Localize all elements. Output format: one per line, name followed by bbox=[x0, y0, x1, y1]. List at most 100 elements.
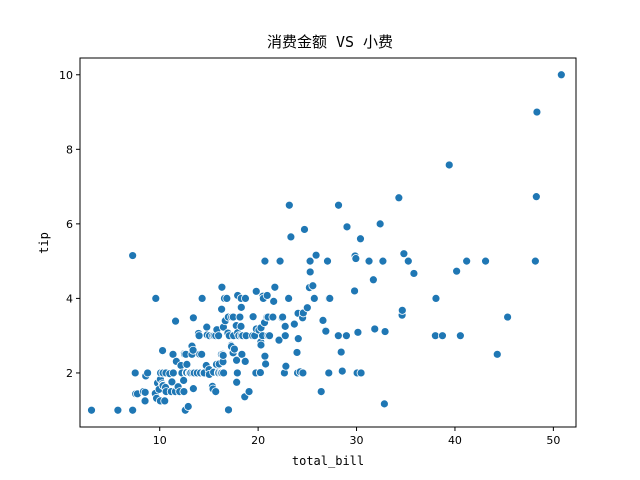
data-point bbox=[394, 193, 404, 203]
data-point bbox=[300, 225, 309, 234]
data-point bbox=[224, 405, 233, 415]
data-point bbox=[462, 256, 472, 266]
data-point bbox=[194, 331, 204, 341]
data-point bbox=[274, 335, 284, 345]
data-point bbox=[182, 359, 192, 369]
data-point bbox=[337, 366, 347, 376]
data-point bbox=[260, 351, 270, 361]
data-point bbox=[379, 399, 389, 409]
data-point bbox=[188, 313, 198, 323]
data-point bbox=[353, 327, 363, 337]
data-point bbox=[368, 275, 378, 285]
y-tick-label: 8 bbox=[66, 143, 73, 156]
y-tick-label: 4 bbox=[66, 292, 73, 305]
data-point bbox=[399, 249, 409, 259]
plot-area bbox=[79, 57, 577, 428]
data-point bbox=[531, 192, 541, 202]
data-point bbox=[452, 266, 462, 276]
data-point bbox=[217, 282, 227, 292]
data-point bbox=[318, 315, 328, 325]
data-point bbox=[168, 349, 178, 359]
data-point bbox=[217, 304, 227, 314]
data-point bbox=[409, 269, 419, 278]
data-point bbox=[284, 200, 294, 210]
data-point bbox=[244, 387, 254, 396]
y-tick-label: 10 bbox=[59, 69, 73, 82]
data-point bbox=[270, 282, 280, 292]
data-point bbox=[350, 286, 359, 296]
data-point bbox=[241, 294, 250, 303]
data-point bbox=[321, 326, 331, 336]
data-point bbox=[364, 256, 374, 266]
data-point bbox=[222, 294, 232, 303]
data-point bbox=[455, 331, 465, 341]
data-point bbox=[380, 327, 390, 336]
data-point bbox=[370, 324, 380, 334]
data-point bbox=[280, 321, 290, 331]
data-point bbox=[269, 296, 279, 306]
data-point bbox=[336, 347, 346, 357]
data-point bbox=[167, 377, 177, 387]
data-point bbox=[179, 376, 189, 385]
data-point bbox=[378, 256, 388, 266]
data-point bbox=[268, 312, 278, 322]
data-point bbox=[197, 349, 207, 359]
data-point bbox=[438, 331, 447, 341]
data-point bbox=[351, 254, 361, 263]
data-point bbox=[235, 312, 245, 322]
data-point bbox=[230, 344, 239, 354]
data-point bbox=[128, 251, 138, 260]
data-point bbox=[532, 107, 542, 117]
data-point bbox=[308, 281, 318, 291]
data-point bbox=[342, 222, 352, 232]
y-axis: 2 4 6 8 10 bbox=[59, 69, 80, 380]
data-point bbox=[171, 316, 180, 326]
data-point bbox=[265, 331, 274, 341]
data-point bbox=[256, 340, 266, 350]
data-point bbox=[323, 256, 332, 266]
points-layer bbox=[87, 70, 566, 415]
data-point bbox=[397, 305, 407, 315]
data-point bbox=[236, 302, 246, 312]
data-point bbox=[309, 294, 319, 303]
data-point bbox=[128, 405, 138, 415]
data-point bbox=[311, 250, 321, 260]
data-point bbox=[262, 291, 272, 300]
data-point bbox=[530, 256, 540, 266]
data-point bbox=[87, 405, 96, 415]
data-point bbox=[236, 321, 246, 331]
x-tick-label: 50 bbox=[546, 434, 560, 447]
data-point bbox=[492, 349, 502, 359]
data-point bbox=[280, 331, 290, 341]
data-point bbox=[275, 256, 285, 266]
data-point bbox=[293, 334, 303, 344]
data-point bbox=[158, 346, 167, 355]
axes-frame bbox=[79, 57, 577, 428]
data-point bbox=[183, 402, 193, 411]
data-point bbox=[151, 294, 161, 303]
data-point bbox=[143, 368, 153, 378]
data-point bbox=[556, 70, 566, 80]
y-tick-label: 6 bbox=[66, 218, 73, 231]
data-point bbox=[232, 368, 242, 378]
x-tick-label: 30 bbox=[350, 434, 364, 447]
data-point bbox=[179, 387, 189, 396]
data-point bbox=[168, 368, 178, 378]
data-point bbox=[197, 294, 207, 303]
data-point bbox=[188, 345, 198, 355]
x-tick-label: 20 bbox=[251, 434, 265, 447]
data-point bbox=[202, 322, 212, 332]
data-point bbox=[292, 348, 302, 357]
data-point bbox=[403, 256, 413, 266]
data-point bbox=[324, 368, 334, 378]
data-point bbox=[503, 312, 513, 322]
y-tick-label: 2 bbox=[66, 367, 73, 380]
data-point bbox=[232, 377, 242, 387]
x-axis: 10 20 30 40 50 bbox=[153, 427, 560, 447]
data-point bbox=[219, 368, 228, 378]
data-point bbox=[334, 200, 343, 210]
data-point bbox=[260, 256, 270, 266]
data-point bbox=[431, 294, 441, 303]
data-point bbox=[240, 356, 250, 366]
